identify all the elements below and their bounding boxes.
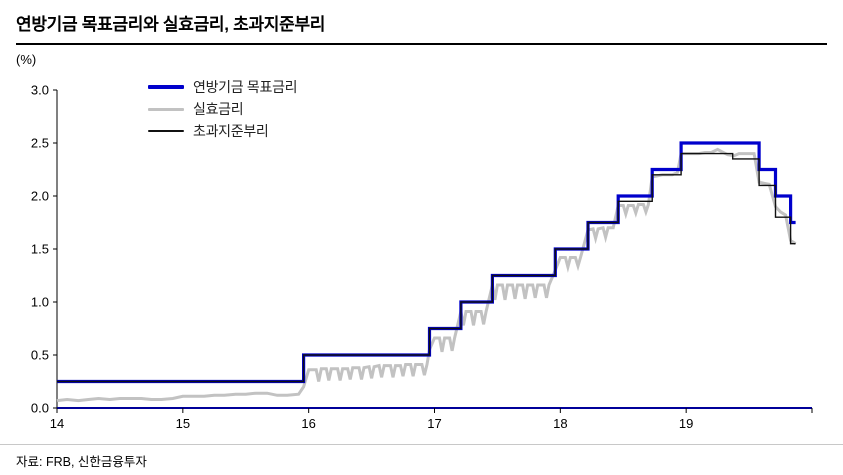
- legend-item-effective-rate: 실효금리: [148, 98, 297, 120]
- legend-item-ioer: 초과지준부리: [148, 120, 297, 142]
- chart-legend: 연방기금 목표금리 실효금리 초과지준부리: [148, 76, 298, 142]
- chart-canvas: 0.0 0.5 1.0 1.5 2.0 2.5 3.0 14 15 16 17 18 19: [31, 83, 813, 431]
- legend-label-ioer: 초과지준부리: [193, 123, 269, 139]
- y-tick-label: 1.5: [31, 242, 49, 257]
- source-note: 자료: FRB, 신한금융투자: [0, 444, 843, 475]
- chart-header: 연방기금 목표금리와 실효금리, 초과지준부리: [16, 4, 827, 45]
- x-tick-label: 18: [553, 416, 567, 431]
- legend-label-effective-rate: 실효금리: [193, 101, 244, 117]
- series-line-target: [57, 141, 796, 384]
- y-tick-label: 0.0: [31, 401, 49, 416]
- legend-item-target-rate: 연방기금 목표금리: [148, 76, 298, 98]
- x-tick-label: 15: [176, 416, 190, 431]
- series-line-effective: [56, 147, 797, 403]
- series-line-ioer: [57, 152, 796, 383]
- x-tick-label: 17: [427, 416, 441, 431]
- y-tick-label: 1.0: [31, 295, 49, 310]
- x-tick-label: 19: [679, 416, 693, 431]
- x-tick-label: 14: [50, 416, 64, 431]
- ioer-line-swatch: [148, 130, 184, 132]
- y-tick-label: 2.0: [31, 189, 49, 204]
- legend-label-target-rate: 연방기금 목표금리: [193, 79, 298, 95]
- effective-rate-line-swatch: [148, 107, 184, 111]
- chart-title: 연방기금 목표금리와 실효금리, 초과지준부리: [16, 4, 827, 45]
- y-tick-label: 3.0: [31, 83, 49, 98]
- y-axis-unit-label: (%): [16, 52, 37, 67]
- target-rate-line-swatch: [148, 85, 184, 89]
- y-tick-label: 0.5: [31, 348, 49, 363]
- y-tick-label: 2.5: [31, 136, 49, 151]
- x-tick-label: 16: [301, 416, 315, 431]
